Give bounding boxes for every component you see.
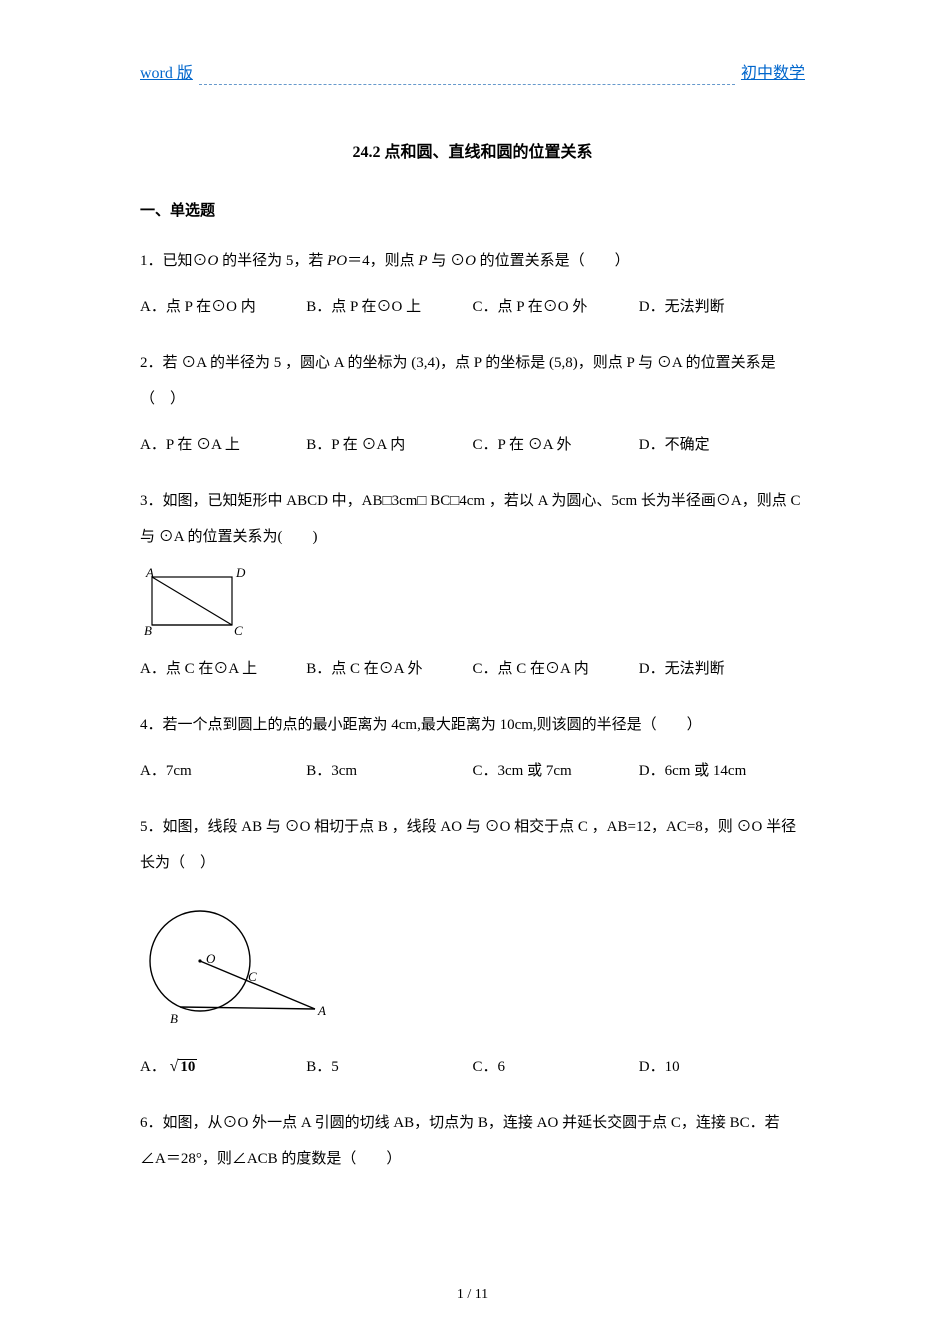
q1-var-O: O <box>465 253 476 269</box>
q5-option-d[interactable]: D．10 <box>639 1049 805 1085</box>
question-4: 4．若一个点到圆上的点的最小距离为 4cm,最大距离为 10cm,则该圆的半径是… <box>140 707 805 789</box>
radical-symbol: √ <box>170 1059 179 1075</box>
q3-figure: A D B C <box>140 565 805 643</box>
q1-options: A．点 P 在⊙O 内 B．点 P 在⊙O 上 C．点 P 在⊙O 外 D．无法… <box>140 289 805 325</box>
label-C: C <box>248 969 257 984</box>
q4-option-d[interactable]: D．6cm 或 14cm <box>639 753 805 789</box>
label-B: B <box>144 623 152 638</box>
q1-text: 的位置关系是（ ） <box>476 253 630 269</box>
document-title: 24.2 点和圆、直线和圆的位置关系 <box>140 139 805 168</box>
segment-AB <box>180 1007 315 1009</box>
question-3: 3．如图，已知矩形中 ABCD 中，AB□3cm□ BC□4cm ，若以 A 为… <box>140 483 805 687</box>
q2-option-d[interactable]: D．不确定 <box>639 427 805 463</box>
q5-option-b[interactable]: B．5 <box>306 1049 472 1085</box>
q2-option-c[interactable]: C．P 在 ⊙A 外 <box>473 427 639 463</box>
section-heading-1: 一、单选题 <box>140 198 805 225</box>
q1-stem: 1．已知⊙O 的半径为 5，若 PO＝4，则点 P 与 ⊙O 的位置关系是（ ） <box>140 243 805 279</box>
q5-optA-prefix: A． <box>140 1059 166 1075</box>
segment-OA <box>200 961 315 1009</box>
q1-option-d[interactable]: D．无法判断 <box>639 289 805 325</box>
question-6: 6．如图，从⊙O 外一点 A 引圆的切线 AB，切点为 B，连接 AO 并延长交… <box>140 1105 805 1177</box>
sqrt-icon: √ 10 <box>170 1059 198 1075</box>
q6-stem: 6．如图，从⊙O 外一点 A 引圆的切线 AB，切点为 B，连接 AO 并延长交… <box>140 1105 805 1177</box>
q1-option-b[interactable]: B．点 P 在⊙O 上 <box>306 289 472 325</box>
q1-var-P: P <box>418 253 427 269</box>
q3-option-d[interactable]: D．无法判断 <box>639 651 805 687</box>
q1-text: 与 ⊙ <box>428 253 466 269</box>
page-header: word 版 初中数学 <box>140 60 805 89</box>
q5-stem: 5．如图，线段 AB 与 ⊙O 相切于点 B ，线段 AO 与 ⊙O 相交于点 … <box>140 809 805 881</box>
question-2: 2．若 ⊙A 的半径为 5 ，圆心 A 的坐标为 (3,4)，点 P 的坐标是 … <box>140 345 805 463</box>
q2-option-b[interactable]: B．P 在 ⊙A 内 <box>306 427 472 463</box>
q2-stem: 2．若 ⊙A 的半径为 5 ，圆心 A 的坐标为 (3,4)，点 P 的坐标是 … <box>140 345 805 417</box>
q1-var-PO: PO <box>327 253 347 269</box>
q1-text: 的半径为 5，若 <box>218 253 327 269</box>
q5-options: A． √ 10 B．5 C．6 D．10 <box>140 1049 805 1085</box>
label-C: C <box>234 623 243 638</box>
page-number: 1 / 11 <box>0 1282 945 1307</box>
radicand: 10 <box>178 1059 197 1075</box>
q2-options: A．P 在 ⊙A 上 B．P 在 ⊙A 内 C．P 在 ⊙A 外 D．不确定 <box>140 427 805 463</box>
q4-options: A．7cm B．3cm C．3cm 或 7cm D．6cm 或 14cm <box>140 753 805 789</box>
tangent-circle-diagram: O B A C <box>140 891 330 1041</box>
q4-option-a[interactable]: A．7cm <box>140 753 306 789</box>
q2-option-a[interactable]: A．P 在 ⊙A 上 <box>140 427 306 463</box>
q3-option-c[interactable]: C．点 C 在⊙A 内 <box>473 651 639 687</box>
q4-option-c[interactable]: C．3cm 或 7cm <box>473 753 639 789</box>
rectangle-diagram: A D B C <box>140 565 250 643</box>
q1-var-O: O <box>208 253 219 269</box>
q1-text: 1．已知⊙ <box>140 253 208 269</box>
header-right-link[interactable]: 初中数学 <box>741 60 805 89</box>
label-A: A <box>145 565 154 580</box>
label-A: A <box>317 1003 326 1018</box>
question-5: 5．如图，线段 AB 与 ⊙O 相切于点 B ，线段 AO 与 ⊙O 相交于点 … <box>140 809 805 1085</box>
q1-text: ＝4，则点 <box>347 253 418 269</box>
q1-option-a[interactable]: A．点 P 在⊙O 内 <box>140 289 306 325</box>
question-1: 1．已知⊙O 的半径为 5，若 PO＝4，则点 P 与 ⊙O 的位置关系是（ ）… <box>140 243 805 325</box>
q4-option-b[interactable]: B．3cm <box>306 753 472 789</box>
q5-option-c[interactable]: C．6 <box>473 1049 639 1085</box>
q4-stem: 4．若一个点到圆上的点的最小距离为 4cm,最大距离为 10cm,则该圆的半径是… <box>140 707 805 743</box>
q5-option-a[interactable]: A． √ 10 <box>140 1049 306 1085</box>
header-dash-line <box>199 84 735 85</box>
q3-option-a[interactable]: A．点 C 在⊙A 上 <box>140 651 306 687</box>
page: word 版 初中数学 24.2 点和圆、直线和圆的位置关系 一、单选题 1．已… <box>0 0 945 1337</box>
label-D: D <box>235 565 246 580</box>
label-B: B <box>170 1011 178 1026</box>
q3-option-b[interactable]: B．点 C 在⊙A 外 <box>306 651 472 687</box>
q5-figure: O B A C <box>140 891 805 1041</box>
q3-stem: 3．如图，已知矩形中 ABCD 中，AB□3cm□ BC□4cm ，若以 A 为… <box>140 483 805 555</box>
q1-option-c[interactable]: C．点 P 在⊙O 外 <box>473 289 639 325</box>
header-left-link[interactable]: word 版 <box>140 60 193 89</box>
q3-options: A．点 C 在⊙A 上 B．点 C 在⊙A 外 C．点 C 在⊙A 内 D．无法… <box>140 651 805 687</box>
